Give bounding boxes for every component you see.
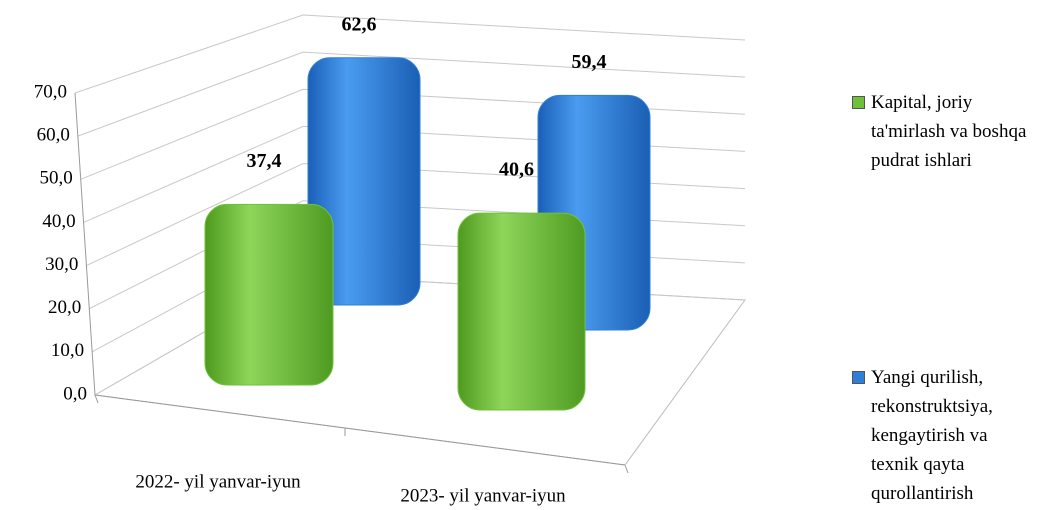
legend-label: Yangi qurilish, rekonstruktsiya, kengayt… (871, 367, 993, 504)
bar (204, 203, 334, 386)
y-tick-label: 10,0 (51, 340, 84, 361)
y-tick-label: 60,0 (37, 125, 70, 146)
value-label: 40,6 (499, 159, 534, 181)
y-tick-label: 50,0 (39, 168, 72, 189)
legend-label: Kapital, joriy ta'mirlash va boshqa pudr… (871, 92, 1027, 171)
legend-item: Kapital, joriy ta'mirlash va boshqa pudr… (852, 88, 1027, 175)
y-tick-label: 0,0 (63, 383, 87, 404)
bar (307, 57, 421, 306)
value-label: 59,4 (572, 51, 607, 73)
x-tick (624, 464, 629, 474)
value-label: 62,6 (342, 13, 377, 35)
y-tick-label: 70,0 (34, 81, 67, 102)
bar (457, 212, 586, 411)
x-tick-label: 2023- yil yanvar-iyun (400, 485, 566, 506)
y-tick-label: 40,0 (42, 211, 75, 232)
legend-item: Yangi qurilish, rekonstruktsiya, kengayt… (852, 363, 1027, 508)
x-tick (94, 394, 99, 404)
y-tick-label: 30,0 (45, 254, 78, 275)
y-tick-label: 20,0 (48, 297, 81, 318)
x-axis (94, 394, 626, 466)
legend-swatch (852, 96, 865, 109)
legend-swatch (852, 371, 865, 384)
value-label: 37,4 (247, 150, 282, 172)
grid-line (74, 14, 746, 94)
y-axis (74, 92, 96, 396)
grid-line (77, 51, 746, 137)
x-tick-label: 2022- yil yanvar-iyun (135, 471, 301, 492)
